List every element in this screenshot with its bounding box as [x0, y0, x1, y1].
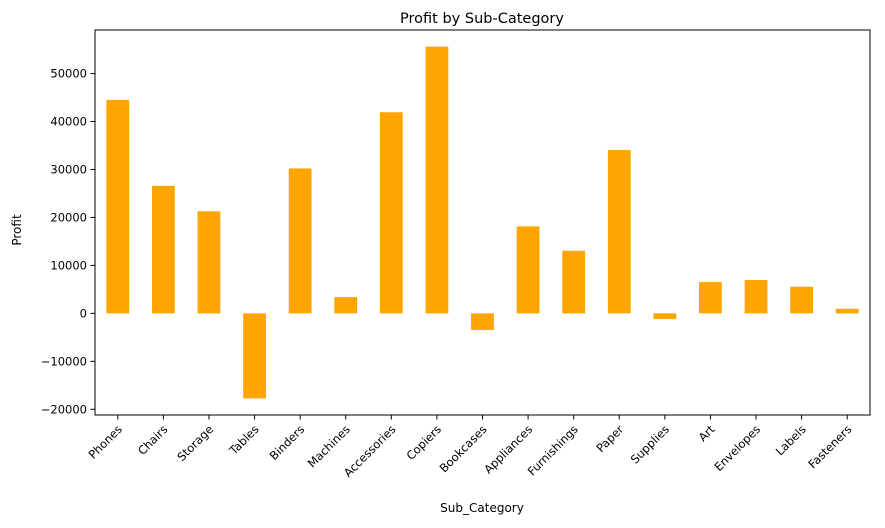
bar-appliances: [516, 226, 540, 314]
bar-envelopes: [744, 279, 768, 314]
bar-machines: [334, 297, 358, 314]
bar-supplies: [653, 313, 677, 320]
bar-paper: [607, 150, 631, 314]
x-tick-label: Storage: [174, 422, 216, 464]
y-tick-label: 50000: [50, 67, 87, 81]
x-tick-label: Fasteners: [805, 422, 854, 471]
x-tick-label: Tables: [226, 422, 262, 458]
y-tick-label: 0: [80, 306, 87, 320]
bar-storage: [197, 211, 221, 314]
bar-phones: [106, 99, 130, 314]
plot-frame: [94, 29, 871, 416]
x-tick-label: Chairs: [135, 422, 171, 458]
x-tick-label: Supplies: [628, 422, 672, 466]
x-tick-label: Copiers: [403, 422, 444, 463]
bars-group: [106, 46, 859, 399]
x-tick-label: Machines: [305, 422, 353, 470]
y-axis-ticks: −20000 −10000 0 10000 20000 30000 40000 50000: [41, 67, 95, 416]
x-tick-label: Labels: [773, 422, 809, 458]
bar-tables: [243, 313, 266, 399]
x-tick-label: Envelopes: [711, 422, 763, 474]
y-axis-label: Profit: [10, 214, 24, 246]
bar-binders: [288, 168, 312, 314]
bar-bookcases: [471, 313, 494, 331]
bar-chairs: [151, 185, 175, 314]
bar-copiers: [425, 46, 449, 314]
bar-labels: [790, 286, 814, 314]
y-tick-label: −20000: [41, 402, 87, 416]
x-tick-label: Phones: [86, 422, 125, 461]
x-tick-label: Binders: [267, 422, 308, 463]
chart-title: Profit by Sub-Category: [400, 11, 564, 27]
y-tick-label: 30000: [50, 162, 87, 176]
bar-accessories: [379, 112, 403, 314]
x-tick-label: Paper: [593, 422, 626, 455]
y-tick-label: 20000: [50, 210, 87, 224]
x-axis-label: Sub_Category: [440, 501, 524, 515]
x-axis-ticks: Phones Chairs Storage Tables BindersMachines…: [86, 415, 854, 480]
y-tick-label: 10000: [50, 258, 87, 272]
bar-fasteners: [835, 308, 859, 314]
bar-furnishings: [562, 250, 586, 314]
bar-art: [699, 282, 722, 314]
y-tick-label: −10000: [41, 354, 87, 368]
y-tick-label: 40000: [50, 115, 87, 129]
x-tick-label: Art: [696, 422, 718, 444]
